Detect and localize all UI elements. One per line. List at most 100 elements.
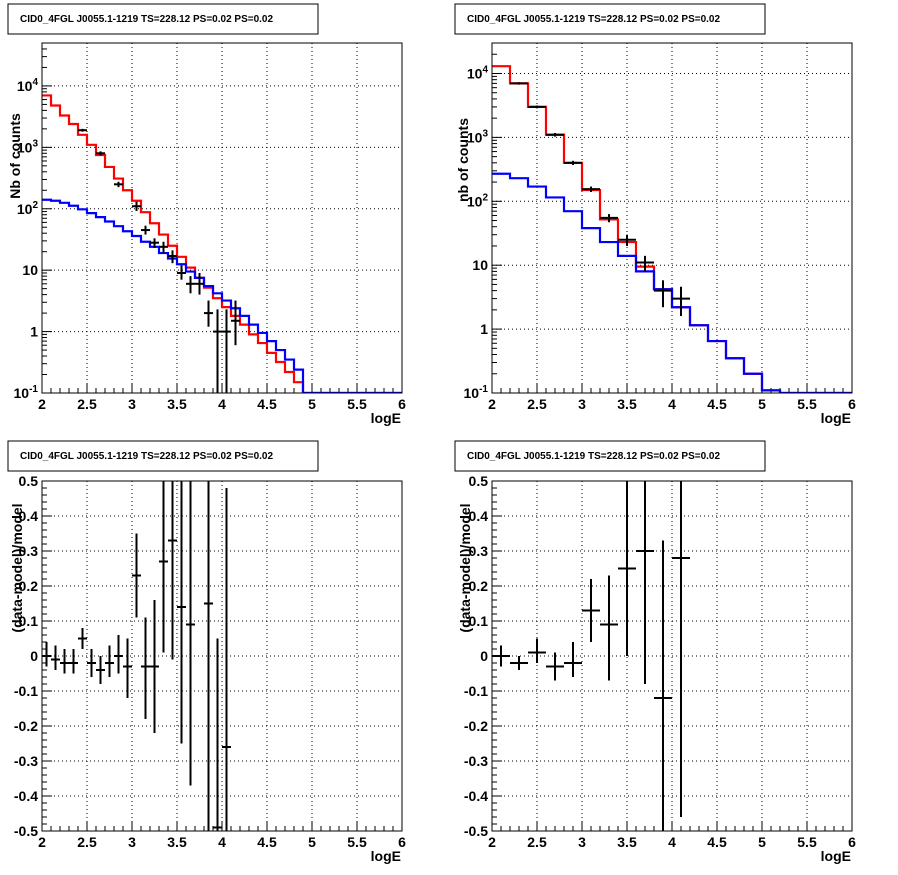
panel-4: CID0_4FGL J0055.1-1219 TS=228.12 PS=0.02… (454, 440, 856, 864)
panel-4-ytick-label: 0.5 (469, 473, 489, 489)
panel-1-ylabel: Nb of counts (7, 113, 23, 199)
panel-3-data-point (222, 488, 231, 831)
panel-4-xtick-label: 6 (848, 834, 856, 850)
panel-2-ytick-label: 103 (467, 128, 489, 145)
panel-1-xtick-label: 2.5 (77, 396, 97, 412)
panel-1-title: CID0_4FGL J0055.1-1219 TS=228.12 PS=0.02… (20, 14, 273, 25)
panel-1-ytick-label: 10-1 (14, 384, 39, 401)
panel-1-title-box (7, 3, 319, 35)
panel-3-ytick-label: 0.2 (19, 578, 39, 594)
panel-4-data-point (672, 481, 690, 817)
panel-1-xtick-label: 3.5 (167, 396, 187, 412)
panel-3-data-point (69, 649, 78, 674)
panel-3-ytick-label: -0.3 (14, 753, 38, 769)
panel-1-data-point (96, 151, 105, 156)
panel-2-xtick-label: 5.5 (797, 396, 817, 412)
panel-3-ytick-label: 0.1 (19, 613, 39, 629)
panel-4-xlabel: logE (821, 848, 851, 864)
panel-1-plot-area (42, 94, 402, 393)
panel-2-xtick-label: 2.5 (527, 396, 547, 412)
panel-2-xtick-label: 2 (488, 396, 496, 412)
panel-3-data-point (186, 481, 195, 786)
panel-4-data-point (618, 481, 636, 656)
panel-1-frame (41, 42, 403, 394)
panel-3-ylabel: (data-model)/model (9, 503, 25, 632)
panel-1-data-point (231, 300, 240, 346)
panel-4-xtick-label: 3 (578, 834, 586, 850)
panel-4-frame (491, 480, 853, 832)
panel-2-xtick-label: 6 (848, 396, 856, 412)
panel-1-xtick-label: 5 (308, 396, 316, 412)
panel-2-title: CID0_4FGL J0055.1-1219 TS=228.12 PS=0.02… (467, 14, 720, 25)
panel-3-xtick-label: 2 (38, 834, 46, 850)
panel-2-title-box (454, 3, 766, 35)
panel-4-ytick-label: 0.4 (469, 508, 489, 524)
panel-3-ytick-label: -0.5 (14, 823, 38, 839)
panel-4-data-point (546, 652, 564, 681)
panel-1-data-point (168, 250, 177, 264)
panel-2-ytick-label: 102 (467, 192, 489, 209)
panel-3-ytick-label: -0.4 (14, 788, 38, 804)
panel-1-data-point (204, 300, 213, 327)
panel-4-data-point (600, 575, 618, 681)
panel-2-series-1-step (492, 172, 852, 393)
panel-4-ytick-label: 0.2 (469, 578, 489, 594)
panel-1-xtick-label: 6 (398, 396, 406, 412)
panel-2-xtick-label: 4.5 (707, 396, 727, 412)
panel-3-data-point (51, 645, 60, 670)
panel-3-data-point (132, 533, 141, 618)
panel-3-title-box (7, 440, 319, 472)
panel-3-data-point (204, 481, 213, 831)
panel-4-ytick-label: -0.5 (464, 823, 488, 839)
panel-3-data-point (42, 642, 51, 667)
panel-4-data-point (582, 579, 600, 642)
panel-4-xtick-label: 5.5 (797, 834, 817, 850)
panel-2-data-point (618, 234, 636, 246)
panel-1-data-point (186, 276, 195, 294)
panel-2-ytick-label: 1 (480, 321, 488, 337)
panel-1-series-0-step (42, 94, 402, 393)
panel-4-ytick-label: 0.1 (469, 613, 489, 629)
panel-3-ytick-label: 0.3 (19, 543, 39, 559)
panel-2-data-point (582, 186, 600, 192)
panel-2-xtick-label: 5 (758, 396, 766, 412)
panel-4-xtick-label: 2.5 (527, 834, 547, 850)
panel-1: CID0_4FGL J0055.1-1219 TS=228.12 PS=0.02… (7, 3, 406, 426)
panel-2-plot-area (492, 65, 852, 393)
panel-3-data-point (159, 481, 168, 653)
panel-4-xtick-label: 3.5 (617, 834, 637, 850)
panel-2-xtick-label: 3 (578, 396, 586, 412)
panel-1-xtick-label: 5.5 (347, 396, 367, 412)
panel-1-ytick-label: 102 (17, 200, 39, 217)
panel-1-series-1-step (42, 198, 402, 393)
panel-2-ytick-label: 10 (472, 257, 488, 273)
panel-3-data-point (114, 635, 123, 674)
panel-3-xtick-label: 4 (218, 834, 226, 850)
panel-3-ytick-label: 0.5 (19, 473, 39, 489)
panel-1-data-point (78, 128, 87, 132)
panel-3-xlabel: logE (371, 848, 401, 864)
panel-3-data-point (123, 638, 132, 698)
panel-1-data-point (213, 309, 222, 393)
panel-1-data-point (159, 241, 168, 254)
panel-3-title: CID0_4FGL J0055.1-1219 TS=228.12 PS=0.02… (20, 451, 273, 462)
panel-3-xtick-label: 3.5 (167, 834, 187, 850)
panel-1-data-point (177, 265, 186, 280)
panel-3-ytick-label: 0 (30, 648, 38, 664)
panel-4-ytick-label: 0.3 (469, 543, 489, 559)
panel-3-xtick-label: 3 (128, 834, 136, 850)
panel-2-xtick-label: 3.5 (617, 396, 637, 412)
panel-2-ytick-label: 10-1 (464, 384, 489, 401)
panel-1-data-point (114, 181, 123, 188)
panel-4-ytick-label: -0.1 (464, 683, 488, 699)
panel-3-data-point (96, 656, 105, 684)
panel-3-plot-area (42, 481, 231, 831)
panel-3-data-point (78, 628, 87, 649)
panel-1-xtick-label: 2 (38, 396, 46, 412)
panel-2-frame (491, 42, 853, 394)
panel-3-frame (41, 480, 403, 832)
panel-4-ytick-label: -0.3 (464, 753, 488, 769)
panel-4-data-point (528, 638, 546, 663)
panel-3-xtick-label: 5.5 (347, 834, 367, 850)
